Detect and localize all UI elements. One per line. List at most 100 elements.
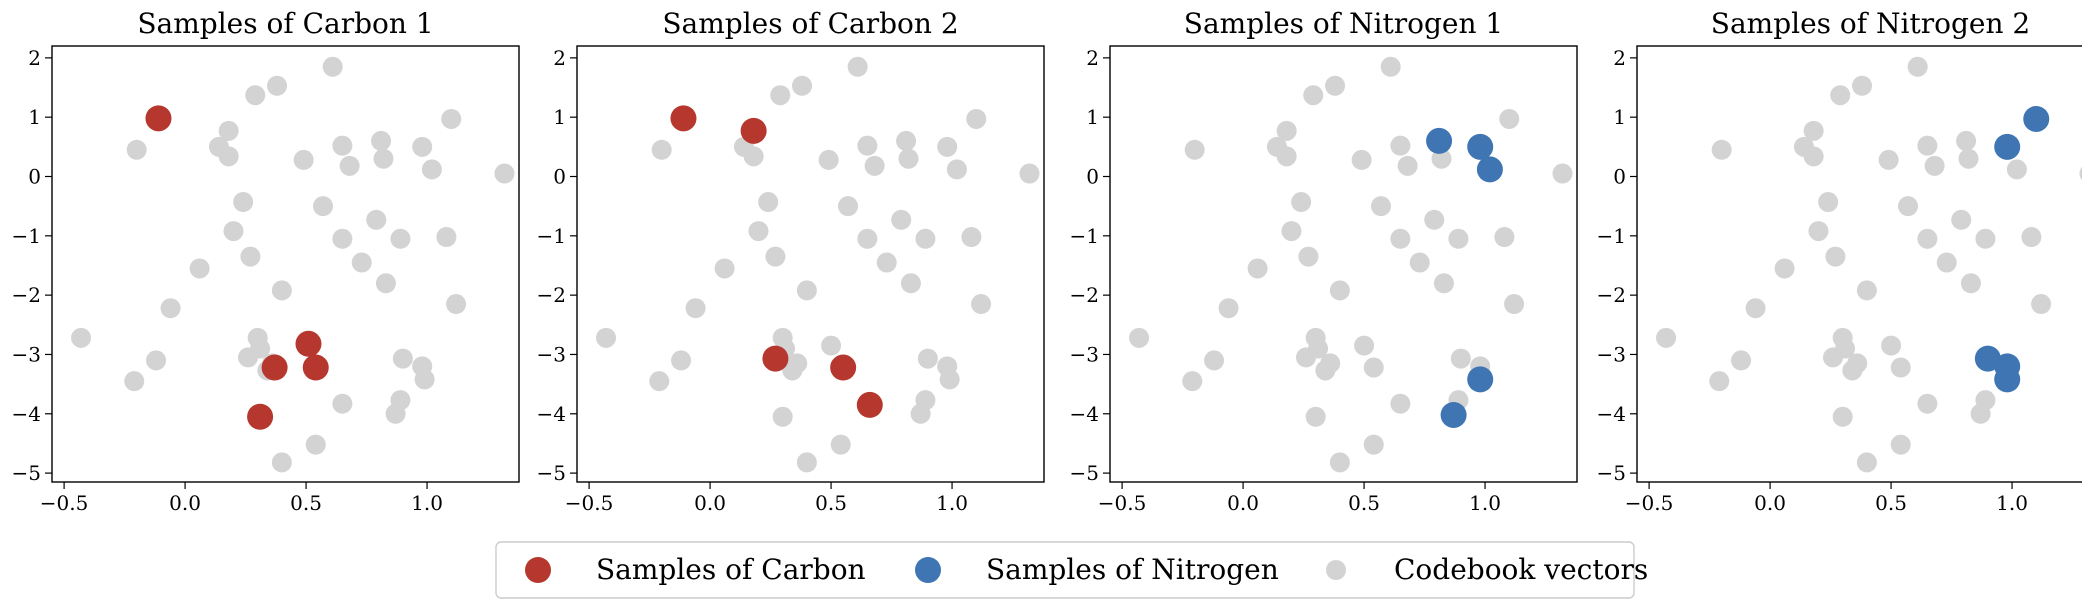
y-tick-label: 0 [553, 165, 566, 189]
codebook-point [1431, 148, 1452, 169]
codebook-point [2006, 159, 2027, 180]
codebook-point [1975, 390, 1996, 411]
codebook-point [748, 221, 769, 242]
codebook-point [390, 390, 411, 411]
codebook-point [371, 130, 392, 151]
legend: Samples of Carbon Samples of Nitrogen Code… [495, 541, 1648, 599]
codebook-point [339, 155, 360, 176]
codebook-point [651, 139, 672, 160]
x-tick-label: 0.5 [1875, 491, 1907, 515]
codebook-point [1890, 357, 1911, 378]
legend-marker [1326, 560, 1346, 580]
codebook-point [223, 221, 244, 242]
sample-point [830, 354, 857, 381]
sample-point [261, 354, 288, 381]
codebook-point [1960, 273, 1981, 294]
codebook-point [1907, 56, 1928, 77]
codebook-point [1409, 252, 1430, 273]
codebook-point [1390, 228, 1411, 249]
x-tick-label: 1.0 [1469, 491, 1501, 515]
codebook-point [1424, 209, 1445, 230]
y-tick-label: 2 [553, 46, 566, 70]
codebook-point [1184, 139, 1205, 160]
sample-point [1476, 156, 1503, 183]
codebook-point [1830, 85, 1851, 106]
codebook-point [1390, 135, 1411, 156]
codebook-point [1329, 452, 1350, 473]
codebook-point [1276, 120, 1297, 141]
sample-point [670, 105, 697, 132]
codebook-point [1397, 155, 1418, 176]
x-tick-label: −0.5 [565, 491, 614, 515]
codebook-point [818, 149, 839, 170]
y-tick-label: −5 [1597, 461, 1626, 485]
codebook-point [796, 280, 817, 301]
codebook-point [1818, 192, 1839, 213]
codebook-point [1832, 406, 1853, 427]
codebook-point [218, 120, 239, 141]
legend-label: Codebook vectors [1394, 553, 1648, 586]
codebook-point [1450, 348, 1471, 369]
codebook-point [772, 406, 793, 427]
panel-3: Samples of Nitrogen 1 −0.5 0.0 0.5 1.0 2 1 0 −1 −… [1070, 7, 1578, 515]
x-tick-label: 1.0 [936, 491, 968, 515]
legend-box [495, 541, 1635, 599]
codebook-point [1247, 258, 1268, 279]
codebook-point [758, 192, 779, 213]
codebook-point [685, 298, 706, 319]
x-tick-label: 0.5 [1348, 491, 1380, 515]
codebook-point [1731, 350, 1752, 371]
plot-frame [576, 45, 1045, 483]
codebook-point [373, 148, 394, 169]
codebook-point [293, 149, 314, 170]
y-tick-label: −2 [537, 283, 566, 307]
codebook-point [864, 155, 885, 176]
codebook-point [436, 227, 457, 248]
codebook-point [787, 353, 808, 374]
y-tick-label: −1 [1070, 224, 1099, 248]
codebook-point [1745, 298, 1766, 319]
x-tick-label: −0.5 [40, 491, 89, 515]
codebook-point [714, 258, 735, 279]
codebook-point [1898, 196, 1919, 217]
codebook-point [966, 108, 987, 129]
codebook-point [267, 75, 288, 96]
codebook-point [1204, 350, 1225, 371]
codebook-point [1847, 353, 1868, 374]
codebook-point [390, 228, 411, 249]
codebook-point [765, 246, 786, 267]
codebook-point [1351, 149, 1372, 170]
codebook-point [857, 135, 878, 156]
x-tick-label: 1.0 [411, 491, 443, 515]
codebook-point [898, 148, 919, 169]
codebook-point [126, 139, 147, 160]
codebook-point [1951, 209, 1972, 230]
codebook-point [250, 338, 271, 359]
codebook-point [1852, 75, 1873, 96]
sample-point [1994, 366, 2021, 393]
codebook-point [332, 228, 353, 249]
codebook-point [596, 327, 617, 348]
codebook-point [1276, 146, 1297, 167]
y-tick-label: 1 [28, 105, 41, 129]
codebook-point [414, 369, 435, 390]
codebook-point [375, 273, 396, 294]
codebook-point [1856, 452, 1877, 473]
sample-point [856, 391, 883, 418]
codebook-point [71, 327, 92, 348]
panel-1: Samples of Carbon 1 −0.5 0.0 0.5 1.0 2 1 0 −1 −2 −… [12, 7, 520, 515]
sample-point [145, 105, 172, 132]
y-tick-label: −2 [1597, 283, 1626, 307]
legend-marker [525, 557, 551, 583]
codebook-point [240, 246, 261, 267]
codebook-point [392, 348, 413, 369]
codebook-point [332, 393, 353, 414]
codebook-point [1504, 294, 1525, 315]
codebook-point [1803, 120, 1824, 141]
y-tick-label: −2 [12, 283, 41, 307]
x-tick-label: 0.0 [1754, 491, 1786, 515]
codebook-point [1291, 192, 1312, 213]
plot-frame [1636, 45, 2082, 483]
sample-point [295, 330, 322, 357]
sample-point [762, 345, 789, 372]
